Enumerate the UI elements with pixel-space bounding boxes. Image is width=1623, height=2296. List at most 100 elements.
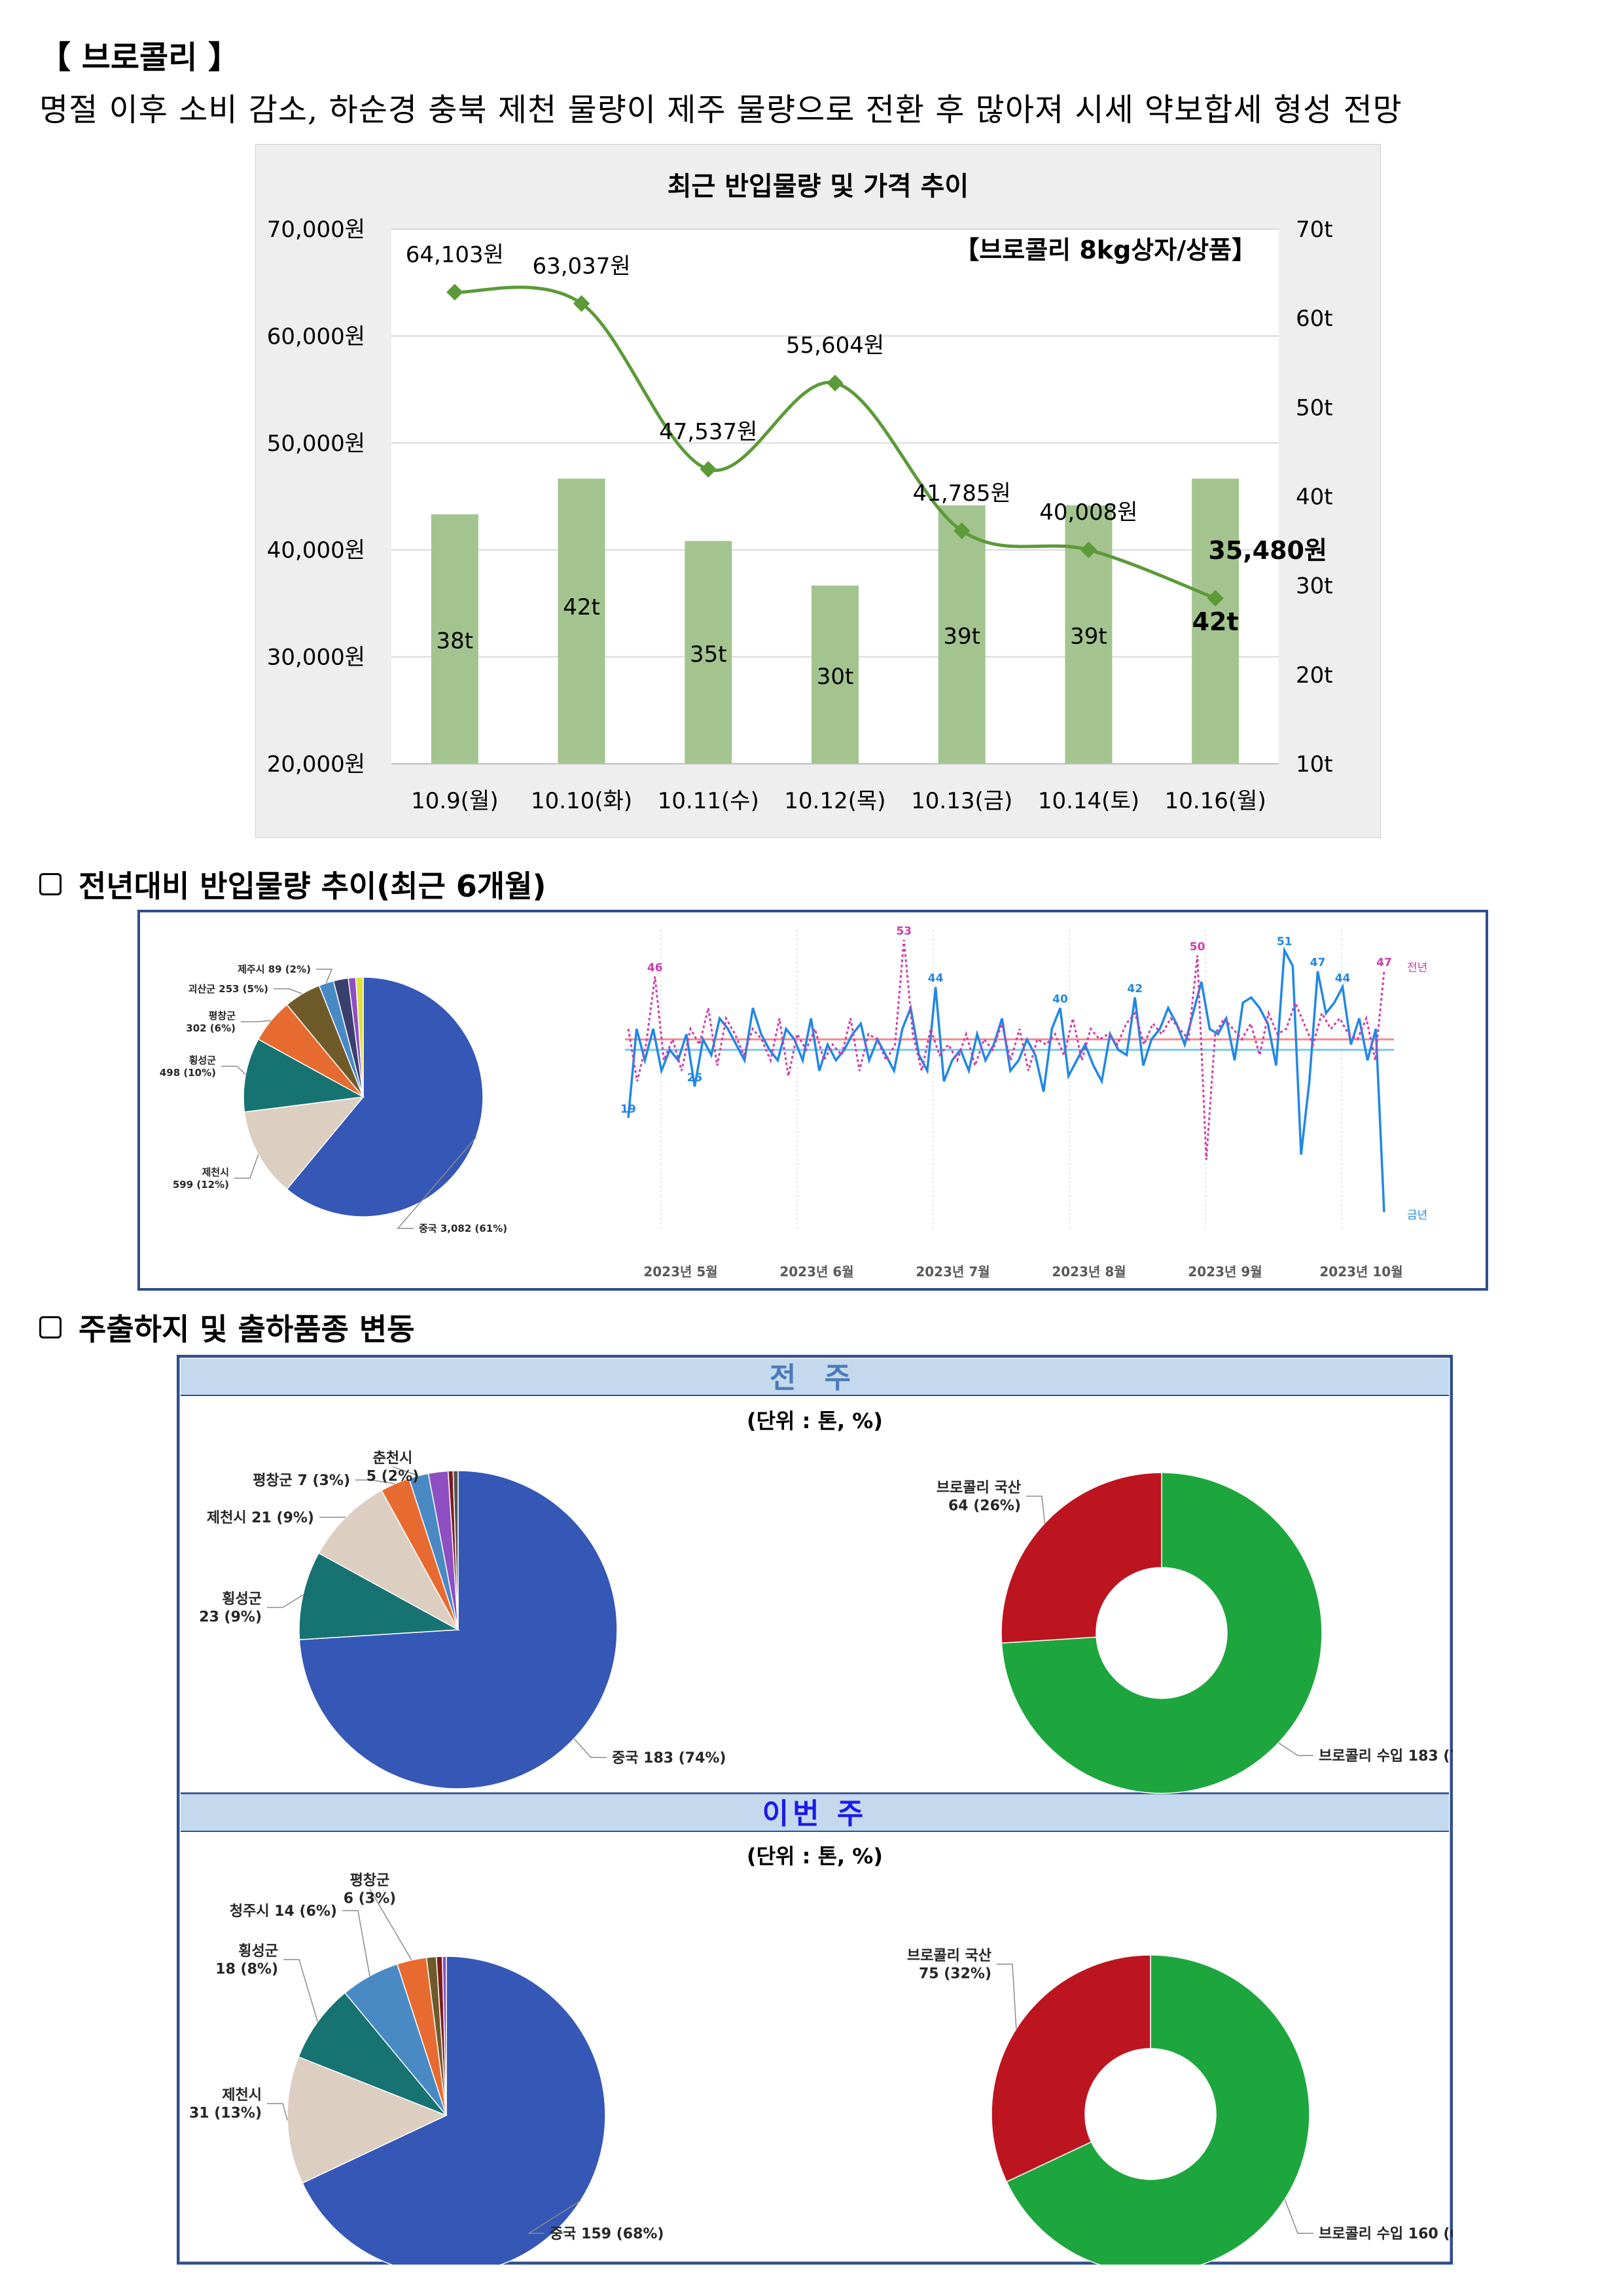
pie-slice: [302, 1956, 606, 2265]
leader-line: [234, 1154, 259, 1179]
pie-label: 평창군: [209, 1010, 236, 1022]
leader-line: [997, 1964, 1017, 2029]
pie-label: 제천시: [202, 1166, 229, 1178]
checkbox-icon: [39, 873, 62, 895]
y-right-tick-label: 50t: [1296, 395, 1333, 421]
volume-label: 42t: [563, 594, 600, 620]
pie-slice: [318, 1490, 459, 1631]
pie-slice: [287, 2056, 448, 2184]
leader-line: [221, 1066, 246, 1075]
series-point-label: 44: [928, 972, 944, 985]
pie-label: 64 (26%): [948, 1498, 1021, 1515]
leader-line: [342, 1910, 370, 1977]
chart-title: 최근 반입물량 및 가격 추이: [668, 171, 969, 202]
leader-line: [241, 1020, 272, 1022]
x-tick-label: 10.10(화): [531, 788, 632, 814]
price-label: 47,537원: [659, 419, 757, 445]
series-point-label: 47: [1310, 956, 1326, 969]
pie-label: 제주시 89 (2%): [238, 963, 311, 975]
checkbox-icon: [39, 1316, 62, 1338]
volume-label: 42t: [1192, 607, 1239, 636]
leader-line: [397, 1137, 476, 1229]
y-right-tick-label: 70t: [1296, 217, 1333, 243]
pie-label: 횡성군: [222, 1591, 262, 1607]
leader-line: [267, 1594, 304, 1608]
leader-line: [1278, 1742, 1313, 1757]
pie-slice: [1001, 1472, 1162, 1644]
pie-label: 18 (8%): [215, 1962, 278, 1978]
trend-section-heading: 전년대비 반입물량 추이(최근 6개월): [39, 863, 546, 906]
origin-section-title: 주출하지 및 출하품종 변동: [79, 1312, 415, 1347]
price-label: 64,103원: [406, 242, 504, 268]
x-tick-label: 2023년 10월: [1319, 1264, 1402, 1280]
series-point-label: 51: [1277, 935, 1293, 948]
volume-bar: [1192, 478, 1240, 764]
series-point-label: 42: [1127, 982, 1143, 996]
volume-bar: [812, 585, 859, 764]
pie-slice: [243, 1096, 365, 1191]
series-point-label: 40: [1052, 993, 1068, 1006]
pie-slice: [991, 1954, 1151, 2183]
price-label: 41,785원: [913, 480, 1011, 507]
pie-label: 75 (32%): [919, 1966, 991, 1982]
price-label: 63,037원: [532, 253, 630, 279]
pie-slice: [1006, 1954, 1310, 2265]
pie-label: 평창군: [350, 1873, 390, 1889]
x-tick-label: 10.16(월): [1165, 788, 1266, 814]
y-left-tick-label: 40,000원: [267, 537, 365, 564]
price-label: 40,008원: [1039, 499, 1137, 526]
x-tick-label: 10.9(월): [411, 788, 499, 814]
chart-annotation: 【브로콜리 8kg상자/상품】: [954, 236, 1257, 264]
x-tick-label: 2023년 6월: [779, 1264, 853, 1280]
leader-line: [283, 1959, 319, 2022]
x-tick-label: 2023년 8월: [1052, 1264, 1126, 1280]
pie-label: 5 (2%): [366, 1469, 419, 1485]
volume-label: 38t: [437, 628, 474, 654]
x-tick-label: 2023년 9월: [1188, 1264, 1262, 1280]
x-tick-label: 2023년 5월: [643, 1264, 717, 1280]
series-point-label: 53: [896, 925, 912, 938]
volume-bar: [938, 505, 986, 764]
pie-slice: [452, 1470, 459, 1630]
series-point-label: 25: [687, 1071, 703, 1085]
leader-line: [369, 1888, 412, 1961]
pie-label: 브로콜리 국산: [907, 1948, 991, 1964]
y-right-tick-label: 10t: [1296, 751, 1333, 778]
pie-label: 브로콜리 수입 160 (68%): [1319, 2226, 1453, 2242]
origin-section-heading: 주출하지 및 출하품종 변동: [39, 1306, 415, 1349]
x-tick-label: 2023년 7월: [916, 1264, 990, 1280]
series-point-label: 47: [1376, 956, 1392, 969]
y-right-tick-label: 20t: [1296, 662, 1333, 689]
legend-label: 금년: [1407, 1209, 1427, 1222]
volume-bar: [558, 478, 605, 764]
series-point-label: 46: [647, 961, 663, 975]
pie-slice: [298, 1992, 447, 2116]
x-tick-label: 10.13(금): [911, 788, 1012, 814]
volume-label: 35t: [690, 641, 727, 668]
volume-bar: [431, 514, 478, 764]
prev-week-unit: (단위 : 톤, %): [747, 1408, 883, 1433]
y-right-tick-label: 30t: [1296, 573, 1333, 600]
pie-label: 횡성군: [238, 1943, 278, 1960]
price-volume-chart: 최근 반입물량 및 가격 추이 【브로콜리 8kg상자/상품】 38t 42t 35…: [255, 144, 1381, 838]
pie-label: 599 (12%): [173, 1179, 229, 1191]
pie-label: 중국 183 (74%): [612, 1750, 726, 1767]
pie-label: 31 (13%): [189, 2106, 262, 2122]
pie-slice: [355, 977, 364, 1098]
pie-label: 청주시 14 (6%): [230, 1903, 337, 1920]
pie-label: 중국 159 (68%): [550, 2226, 664, 2242]
leader-line: [267, 2103, 288, 2121]
y-left-tick-label: 50,000원: [267, 431, 365, 457]
pie-label: 브로콜리 국산: [936, 1480, 1021, 1496]
leader-line: [355, 1479, 395, 1484]
y-left-tick-label: 70,000원: [267, 217, 365, 243]
pie-label: 498 (10%): [160, 1067, 216, 1079]
y-right-tick-label: 60t: [1296, 306, 1333, 332]
y-left-tick-label: 30,000원: [267, 645, 365, 671]
trend-section-title: 전년대비 반입물량 추이(최근 6개월): [79, 869, 546, 904]
pie-label: 제천시: [222, 2087, 262, 2104]
prev-week-header: 전 주: [770, 1361, 860, 1395]
leader-line: [1026, 1496, 1046, 1524]
series-point-label: 50: [1190, 941, 1205, 954]
page-subtitle: 명절 이후 소비 감소, 하순경 충북 제천 물량이 제주 물량으로 전환 후 …: [39, 92, 1402, 128]
